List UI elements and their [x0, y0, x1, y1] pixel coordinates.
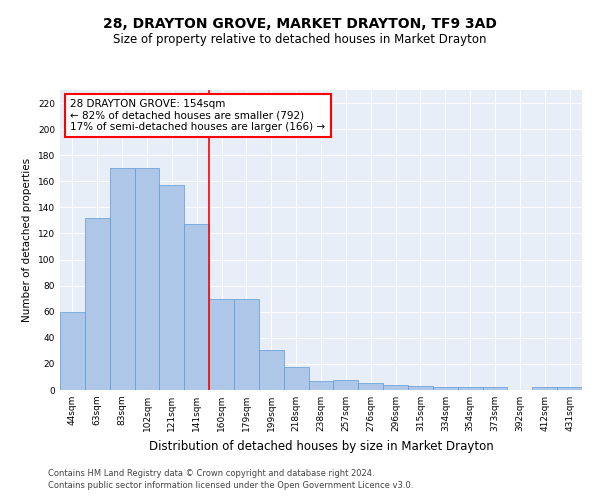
Bar — [433, 388, 458, 390]
Bar — [259, 350, 284, 390]
Y-axis label: Number of detached properties: Number of detached properties — [22, 158, 32, 322]
Bar — [482, 388, 508, 390]
Bar — [557, 388, 582, 390]
Bar — [408, 386, 433, 390]
Bar — [308, 381, 334, 390]
Bar — [60, 312, 85, 390]
Text: Contains public sector information licensed under the Open Government Licence v3: Contains public sector information licen… — [48, 481, 413, 490]
Text: Size of property relative to detached houses in Market Drayton: Size of property relative to detached ho… — [113, 32, 487, 46]
Bar — [110, 168, 134, 390]
X-axis label: Distribution of detached houses by size in Market Drayton: Distribution of detached houses by size … — [149, 440, 493, 452]
Bar — [209, 298, 234, 390]
Bar — [383, 385, 408, 390]
Bar — [284, 366, 308, 390]
Bar — [458, 388, 482, 390]
Bar — [160, 185, 184, 390]
Text: 28 DRAYTON GROVE: 154sqm
← 82% of detached houses are smaller (792)
17% of semi-: 28 DRAYTON GROVE: 154sqm ← 82% of detach… — [70, 99, 326, 132]
Bar — [532, 388, 557, 390]
Bar — [134, 168, 160, 390]
Text: Contains HM Land Registry data © Crown copyright and database right 2024.: Contains HM Land Registry data © Crown c… — [48, 468, 374, 477]
Bar — [334, 380, 358, 390]
Bar — [184, 224, 209, 390]
Text: 28, DRAYTON GROVE, MARKET DRAYTON, TF9 3AD: 28, DRAYTON GROVE, MARKET DRAYTON, TF9 3… — [103, 18, 497, 32]
Bar — [234, 298, 259, 390]
Bar — [85, 218, 110, 390]
Bar — [358, 384, 383, 390]
